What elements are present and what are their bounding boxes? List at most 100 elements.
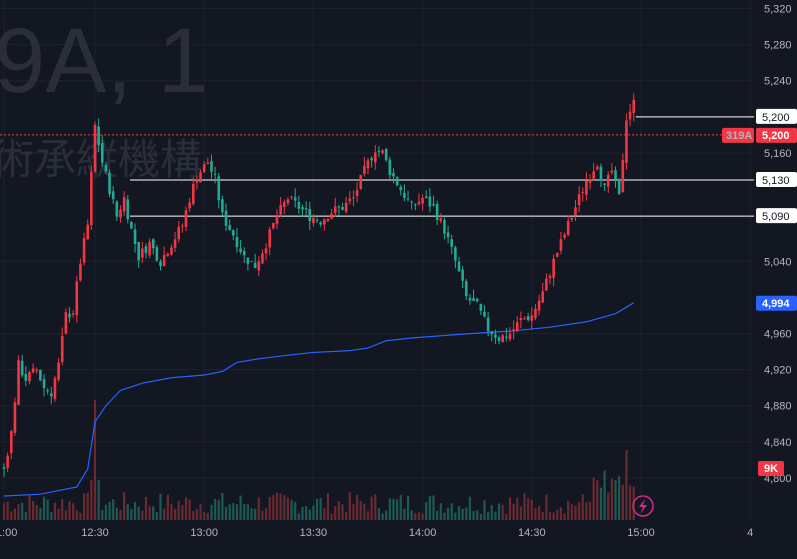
candle-body xyxy=(610,170,614,173)
volume-bar xyxy=(24,512,27,520)
volume-bar xyxy=(457,506,461,520)
x-tick-label: 13:00 xyxy=(190,527,218,539)
volume-bar xyxy=(618,476,621,520)
candle-body xyxy=(6,455,9,468)
volume-bar xyxy=(516,497,519,520)
candle-body xyxy=(494,334,497,338)
candle-body xyxy=(614,170,617,180)
horizontal-levels[interactable] xyxy=(130,116,754,217)
candle-body xyxy=(71,313,75,315)
volume-bar xyxy=(487,512,490,520)
volume-bar xyxy=(42,496,46,520)
volume-bar xyxy=(399,494,402,520)
volume-bar xyxy=(548,512,552,520)
volume-bar xyxy=(359,501,362,520)
volume-bar xyxy=(326,492,330,520)
candle-body xyxy=(563,234,566,238)
volume-bar xyxy=(476,510,479,520)
candle-body xyxy=(213,174,217,176)
price-axis-labels: 5,320 5,280 5,240 5,160 5,040 4,960 4,920 4,880… xyxy=(764,4,792,485)
x-tick-label: 12:30 xyxy=(81,527,109,539)
candle-body xyxy=(133,229,137,244)
volume-bar xyxy=(377,508,381,520)
volume-bar xyxy=(64,510,67,520)
volume-bar xyxy=(461,508,464,520)
candle-body xyxy=(555,253,559,257)
candle-body xyxy=(141,248,144,258)
candle-body xyxy=(232,230,235,236)
volume-bar xyxy=(341,504,344,520)
y-tick-label: 4,920 xyxy=(764,365,792,377)
volume-bar xyxy=(519,506,522,520)
volume-bar xyxy=(396,499,399,520)
candle-body xyxy=(257,261,261,271)
volume-bar xyxy=(232,503,235,520)
candle-body xyxy=(224,210,228,226)
level-label-bg xyxy=(756,208,797,224)
volume-bar xyxy=(446,507,450,520)
volume-bar xyxy=(13,508,17,520)
volume-bar xyxy=(275,492,279,520)
volume-bar xyxy=(254,508,257,520)
candle-body xyxy=(461,269,464,281)
candle-body xyxy=(326,219,330,222)
candle-body xyxy=(457,261,461,272)
candle-body xyxy=(100,142,104,163)
y-tick-label: 5,040 xyxy=(764,256,792,268)
candle-body xyxy=(432,204,435,206)
volume-bar xyxy=(308,509,311,520)
volume-bar xyxy=(388,498,391,520)
volume-bar xyxy=(559,507,563,520)
candle-body xyxy=(348,198,352,202)
candle-body xyxy=(35,369,39,371)
volume-bar xyxy=(501,504,504,520)
lightning-icon[interactable] xyxy=(632,495,654,517)
candle-body xyxy=(566,221,570,236)
volume-badge: 9K xyxy=(758,461,784,476)
volume-bar xyxy=(505,513,508,520)
candle-body xyxy=(60,336,64,362)
candle-body xyxy=(261,253,264,264)
volume-bar xyxy=(523,493,526,520)
candle-body xyxy=(122,197,126,212)
volume-bar xyxy=(578,502,581,520)
volume-bar xyxy=(46,499,49,520)
volume-bar xyxy=(599,487,603,520)
candle-body xyxy=(2,467,6,469)
candle-body xyxy=(20,360,24,376)
volume-bar xyxy=(170,503,173,520)
volume-bar xyxy=(126,504,129,520)
volume-bar xyxy=(552,512,555,520)
volume-bar xyxy=(454,512,457,520)
volume-bar xyxy=(355,494,359,520)
candle-body xyxy=(341,207,344,210)
volume-bar xyxy=(210,504,213,520)
candle-body xyxy=(242,250,246,256)
candle-body xyxy=(217,176,221,201)
candle-body xyxy=(159,261,162,267)
volume-bar xyxy=(159,493,162,520)
candle-body xyxy=(264,248,268,254)
volume-bar xyxy=(286,497,290,520)
volume-bar xyxy=(119,510,122,520)
candle-body xyxy=(282,202,286,207)
volume-bar xyxy=(221,492,224,520)
candle-body xyxy=(155,247,159,261)
candle-body xyxy=(424,196,428,198)
volume-bar xyxy=(217,499,220,520)
candle-body xyxy=(108,172,111,194)
candle-body xyxy=(617,178,621,195)
volume-bar xyxy=(93,400,97,520)
candle-body xyxy=(297,202,301,209)
volume-bar xyxy=(17,504,20,520)
volume-bar xyxy=(563,513,566,520)
level-label: 5,130 xyxy=(762,175,790,187)
volume-bar xyxy=(10,511,13,520)
volume-bar xyxy=(184,497,188,520)
candle-body xyxy=(115,201,119,217)
candle-body xyxy=(206,162,210,165)
candle-body xyxy=(359,174,363,190)
price-axis[interactable] xyxy=(755,0,797,520)
